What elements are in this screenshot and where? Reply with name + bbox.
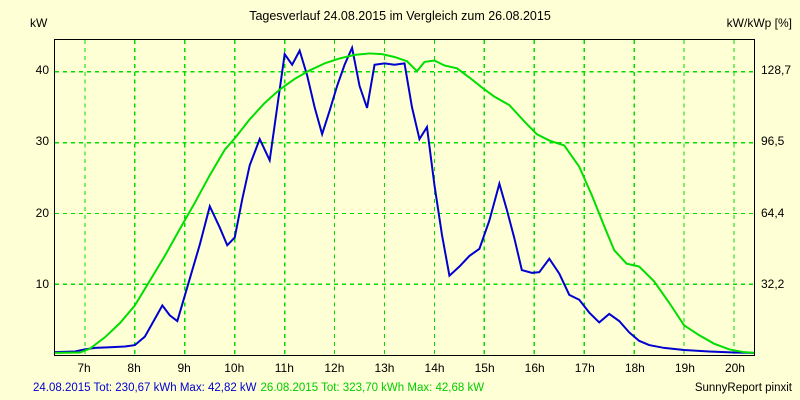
- x-axis-tick-8h: 8h: [127, 361, 141, 375]
- left-axis-unit-label: kW: [30, 16, 48, 30]
- legend: 24.08.2015 Tot: 230,67 kWh Max: 42,82 kW…: [33, 382, 488, 394]
- x-axis-tick-19h: 19h: [674, 361, 695, 375]
- y-axis-tick-right-64: 64,4: [761, 205, 785, 220]
- y-axis-tick-right-128: 128,7: [761, 63, 792, 78]
- y-axis-tick-left-20: 20: [35, 205, 49, 220]
- chart-title: Tagesverlauf 24.08.2015 im Vergleich zum…: [249, 9, 551, 23]
- legend-entry-series-a: 24.08.2015 Tot: 230,67 kWh Max: 42,82 kW: [33, 382, 257, 394]
- x-axis-tick-14h: 14h: [424, 361, 445, 375]
- x-axis-tick-7h: 7h: [77, 361, 91, 375]
- plot-svg: [55, 40, 754, 355]
- legend-entry-series-b: 26.08.2015 Tot: 323,70 kWh Max: 42,68 kW: [260, 382, 485, 394]
- series-line-b: [55, 52, 754, 354]
- series-line-a: [55, 44, 754, 354]
- x-axis-tick-20h: 20h: [724, 361, 745, 375]
- y-axis-tick-left-10: 10: [35, 276, 49, 291]
- x-axis-tick-13h: 13h: [374, 361, 395, 375]
- right-axis-unit-label: kW/kWp [%]: [726, 16, 792, 30]
- plot-area: [54, 39, 755, 356]
- y-axis-tick-left-30: 30: [35, 134, 49, 149]
- x-axis-tick-11h: 11h: [274, 361, 294, 375]
- x-axis-tick-9h: 9h: [177, 361, 191, 375]
- x-axis-tick-12h: 12h: [324, 361, 345, 375]
- watermark-label: SunnyReport pinxit: [694, 382, 792, 394]
- y-axis-tick-right-96: 96,5: [761, 134, 785, 149]
- x-axis-tick-16h: 16h: [524, 361, 545, 375]
- x-axis-tick-18h: 18h: [624, 361, 645, 375]
- x-axis-tick-10h: 10h: [224, 361, 245, 375]
- y-axis-tick-right-32: 32,2: [761, 276, 785, 291]
- x-axis-tick-15h: 15h: [474, 361, 495, 375]
- x-axis-tick-17h: 17h: [574, 361, 595, 375]
- y-axis-tick-left-40: 40: [35, 63, 49, 78]
